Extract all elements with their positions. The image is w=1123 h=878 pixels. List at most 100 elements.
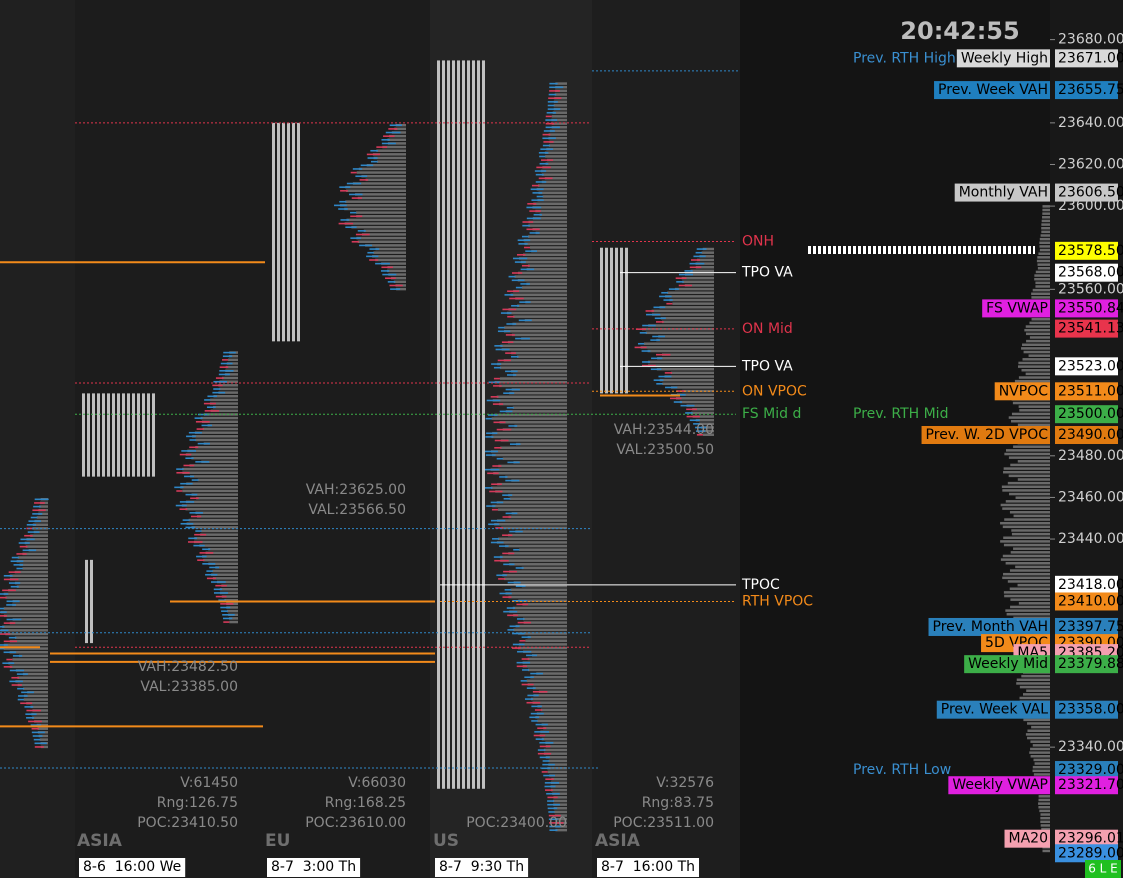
profile-tip bbox=[0, 625, 5, 628]
profile-bar bbox=[210, 409, 238, 413]
profile-tip bbox=[522, 224, 530, 227]
tag-name: Weekly Mid bbox=[968, 656, 1048, 672]
profile-tip bbox=[490, 396, 499, 398]
profile-bar bbox=[515, 624, 567, 628]
profile-tip bbox=[190, 515, 202, 518]
profile-tip bbox=[339, 186, 351, 188]
profile-tip bbox=[515, 567, 524, 569]
profile-bar bbox=[497, 508, 567, 511]
profile-bar bbox=[540, 730, 567, 734]
profile-tip bbox=[20, 702, 33, 705]
profile-bar bbox=[500, 446, 567, 450]
tag-name: FS VWAP bbox=[986, 300, 1048, 316]
profile-bar bbox=[210, 398, 238, 402]
profile-bar bbox=[15, 680, 48, 683]
profile-bar bbox=[396, 287, 406, 291]
profile-tip bbox=[493, 366, 501, 369]
session-start-box bbox=[597, 858, 699, 877]
profile-bar bbox=[2, 625, 48, 628]
profile-tip bbox=[3, 666, 13, 668]
profile-tip bbox=[189, 439, 196, 441]
tpo-column bbox=[122, 393, 125, 477]
profile-bar bbox=[32, 523, 48, 527]
profile-bar bbox=[491, 435, 567, 439]
profile-bar bbox=[1028, 354, 1050, 357]
profile-tip bbox=[547, 803, 560, 806]
profile-bar bbox=[191, 456, 238, 460]
profile-bar bbox=[553, 100, 567, 104]
profile-tip bbox=[505, 512, 518, 515]
profile-tip bbox=[179, 501, 195, 503]
profile-bar bbox=[182, 471, 238, 474]
price-tag-label: 23578.50 bbox=[1058, 243, 1123, 259]
profile-bar bbox=[1041, 219, 1050, 223]
profile-bar bbox=[532, 206, 567, 209]
profile-tip bbox=[518, 319, 532, 322]
price-tag bbox=[1055, 700, 1118, 719]
profile-tip bbox=[673, 401, 683, 403]
tpo-column bbox=[457, 60, 460, 789]
profile-bar bbox=[652, 313, 714, 316]
profile-tip bbox=[213, 380, 227, 383]
tpo-column bbox=[625, 247, 628, 394]
profile-bar bbox=[0, 610, 49, 614]
profile-bar bbox=[511, 512, 567, 515]
profile-tip bbox=[31, 727, 39, 730]
profile-bar bbox=[553, 104, 567, 107]
profile-bar bbox=[9, 578, 48, 581]
tpo-column bbox=[462, 60, 465, 789]
profile-tip bbox=[21, 691, 34, 694]
profile-tip bbox=[530, 712, 544, 715]
profile-bar bbox=[1025, 325, 1050, 328]
profile-tip bbox=[678, 284, 693, 287]
profile-tip bbox=[508, 425, 518, 427]
profile-tip bbox=[19, 545, 28, 548]
profile-bar bbox=[213, 395, 238, 398]
profile-bar bbox=[682, 389, 714, 393]
profile-bar bbox=[36, 516, 48, 519]
profile-tip bbox=[185, 457, 194, 460]
profile-bar bbox=[527, 683, 567, 686]
profile-tip bbox=[549, 86, 564, 89]
profile-bar bbox=[502, 457, 567, 460]
profile-tip bbox=[32, 513, 43, 515]
profile-bar bbox=[346, 218, 406, 222]
profile-tip bbox=[661, 291, 669, 294]
session-stat: POC:23400.00 bbox=[466, 815, 567, 831]
price-tag bbox=[1055, 299, 1118, 318]
profile-bar bbox=[228, 617, 238, 620]
profile-bar bbox=[544, 151, 567, 155]
profile-tip bbox=[10, 560, 24, 563]
profile-tip bbox=[0, 596, 7, 599]
profile-bar bbox=[555, 89, 567, 93]
profile-tip bbox=[197, 442, 210, 445]
profile-bar bbox=[522, 617, 567, 621]
profile-tip bbox=[639, 332, 647, 334]
profile-tip bbox=[340, 219, 350, 221]
profile-bar bbox=[702, 433, 714, 436]
profile-bar bbox=[500, 439, 567, 442]
profile-bar bbox=[38, 512, 48, 516]
profile-bar bbox=[373, 156, 406, 160]
profile-tip bbox=[10, 585, 19, 588]
profile-bar bbox=[512, 406, 567, 409]
profile-bar bbox=[523, 238, 567, 242]
profile-bar bbox=[499, 377, 567, 380]
profile-bar bbox=[514, 275, 567, 278]
profile-bar bbox=[537, 184, 567, 187]
profile-bar bbox=[1009, 511, 1050, 514]
profile-bar bbox=[1009, 569, 1050, 572]
profile-tip bbox=[495, 348, 510, 351]
tag-name-box bbox=[1004, 829, 1050, 848]
profile-tip bbox=[369, 259, 379, 261]
profile-bar bbox=[661, 320, 714, 324]
profile-bar bbox=[1003, 470, 1050, 474]
profile-tip bbox=[509, 530, 523, 533]
profile-tip bbox=[16, 673, 28, 675]
reference-label: Prev. RTH High bbox=[853, 50, 956, 66]
profile-tip bbox=[352, 168, 363, 170]
profile-tip bbox=[492, 403, 504, 405]
profile-bar bbox=[1022, 358, 1050, 361]
profile-tip bbox=[485, 417, 492, 420]
profile-bar bbox=[1017, 365, 1050, 368]
